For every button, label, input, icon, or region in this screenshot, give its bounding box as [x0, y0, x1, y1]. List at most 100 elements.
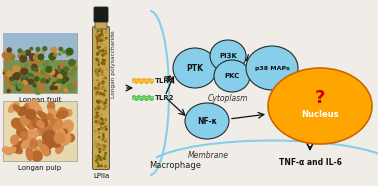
Circle shape — [105, 53, 106, 54]
Circle shape — [22, 51, 25, 55]
Ellipse shape — [268, 68, 372, 144]
Circle shape — [103, 138, 104, 139]
Circle shape — [3, 71, 8, 75]
Ellipse shape — [48, 102, 54, 111]
Circle shape — [103, 127, 104, 128]
FancyBboxPatch shape — [145, 98, 148, 101]
Circle shape — [103, 134, 104, 135]
Circle shape — [105, 51, 106, 52]
Circle shape — [9, 76, 14, 80]
Ellipse shape — [59, 108, 68, 116]
Circle shape — [95, 131, 96, 132]
Ellipse shape — [214, 60, 250, 92]
Circle shape — [59, 53, 61, 55]
Circle shape — [106, 38, 107, 39]
Circle shape — [103, 123, 104, 124]
Circle shape — [106, 37, 107, 38]
FancyBboxPatch shape — [133, 78, 135, 81]
Ellipse shape — [28, 140, 37, 147]
Circle shape — [95, 144, 97, 145]
FancyBboxPatch shape — [95, 19, 107, 29]
Text: Longan fruit: Longan fruit — [19, 97, 61, 103]
Circle shape — [97, 106, 99, 108]
Circle shape — [100, 114, 101, 116]
Circle shape — [95, 116, 97, 118]
Circle shape — [98, 62, 99, 63]
Circle shape — [101, 157, 102, 158]
Circle shape — [37, 83, 41, 87]
Bar — [3, 33, 77, 93]
Text: NF-κ: NF-κ — [197, 116, 217, 126]
Circle shape — [95, 121, 97, 123]
Circle shape — [105, 100, 107, 101]
Circle shape — [101, 30, 102, 32]
Circle shape — [55, 84, 60, 89]
Circle shape — [103, 83, 104, 84]
Circle shape — [101, 123, 102, 125]
Circle shape — [99, 38, 100, 39]
Circle shape — [102, 73, 104, 75]
Circle shape — [105, 128, 107, 130]
Circle shape — [6, 49, 10, 53]
Circle shape — [99, 107, 101, 108]
Circle shape — [40, 58, 42, 61]
Circle shape — [60, 66, 63, 69]
Ellipse shape — [65, 110, 72, 116]
Circle shape — [96, 110, 98, 111]
Circle shape — [99, 157, 101, 158]
Ellipse shape — [23, 107, 33, 121]
Circle shape — [21, 67, 26, 72]
Ellipse shape — [173, 48, 217, 88]
FancyBboxPatch shape — [143, 78, 145, 81]
Circle shape — [73, 67, 77, 70]
Ellipse shape — [32, 148, 40, 153]
Circle shape — [102, 132, 104, 133]
Circle shape — [22, 81, 27, 85]
Circle shape — [104, 158, 105, 159]
Ellipse shape — [47, 137, 56, 149]
Circle shape — [98, 60, 99, 61]
Circle shape — [98, 122, 99, 123]
Ellipse shape — [29, 100, 39, 110]
Ellipse shape — [26, 110, 36, 119]
Circle shape — [101, 123, 102, 124]
Ellipse shape — [42, 120, 47, 127]
Circle shape — [29, 54, 36, 61]
Circle shape — [7, 48, 11, 52]
Circle shape — [97, 101, 99, 103]
Circle shape — [103, 136, 104, 137]
Ellipse shape — [57, 133, 64, 141]
Circle shape — [97, 100, 98, 101]
Circle shape — [105, 32, 106, 33]
Circle shape — [15, 66, 20, 71]
Circle shape — [98, 121, 100, 123]
Ellipse shape — [21, 140, 30, 148]
Circle shape — [60, 70, 67, 77]
Circle shape — [98, 129, 99, 130]
Circle shape — [96, 38, 98, 39]
Circle shape — [96, 146, 98, 147]
Circle shape — [45, 76, 50, 81]
Ellipse shape — [60, 135, 71, 145]
Circle shape — [105, 77, 106, 78]
Circle shape — [54, 86, 57, 89]
FancyBboxPatch shape — [133, 96, 153, 100]
Circle shape — [95, 70, 96, 71]
Circle shape — [101, 35, 102, 36]
Ellipse shape — [52, 138, 65, 147]
FancyBboxPatch shape — [150, 81, 153, 84]
Circle shape — [39, 86, 45, 92]
Circle shape — [2, 52, 9, 59]
FancyBboxPatch shape — [94, 7, 108, 22]
Ellipse shape — [20, 113, 29, 126]
Ellipse shape — [35, 105, 42, 115]
Ellipse shape — [37, 140, 44, 148]
Circle shape — [102, 83, 103, 84]
Circle shape — [14, 73, 19, 78]
Circle shape — [64, 88, 68, 92]
Circle shape — [35, 72, 40, 77]
Circle shape — [102, 70, 104, 71]
Circle shape — [97, 80, 98, 81]
Circle shape — [102, 73, 103, 75]
Circle shape — [97, 68, 99, 70]
